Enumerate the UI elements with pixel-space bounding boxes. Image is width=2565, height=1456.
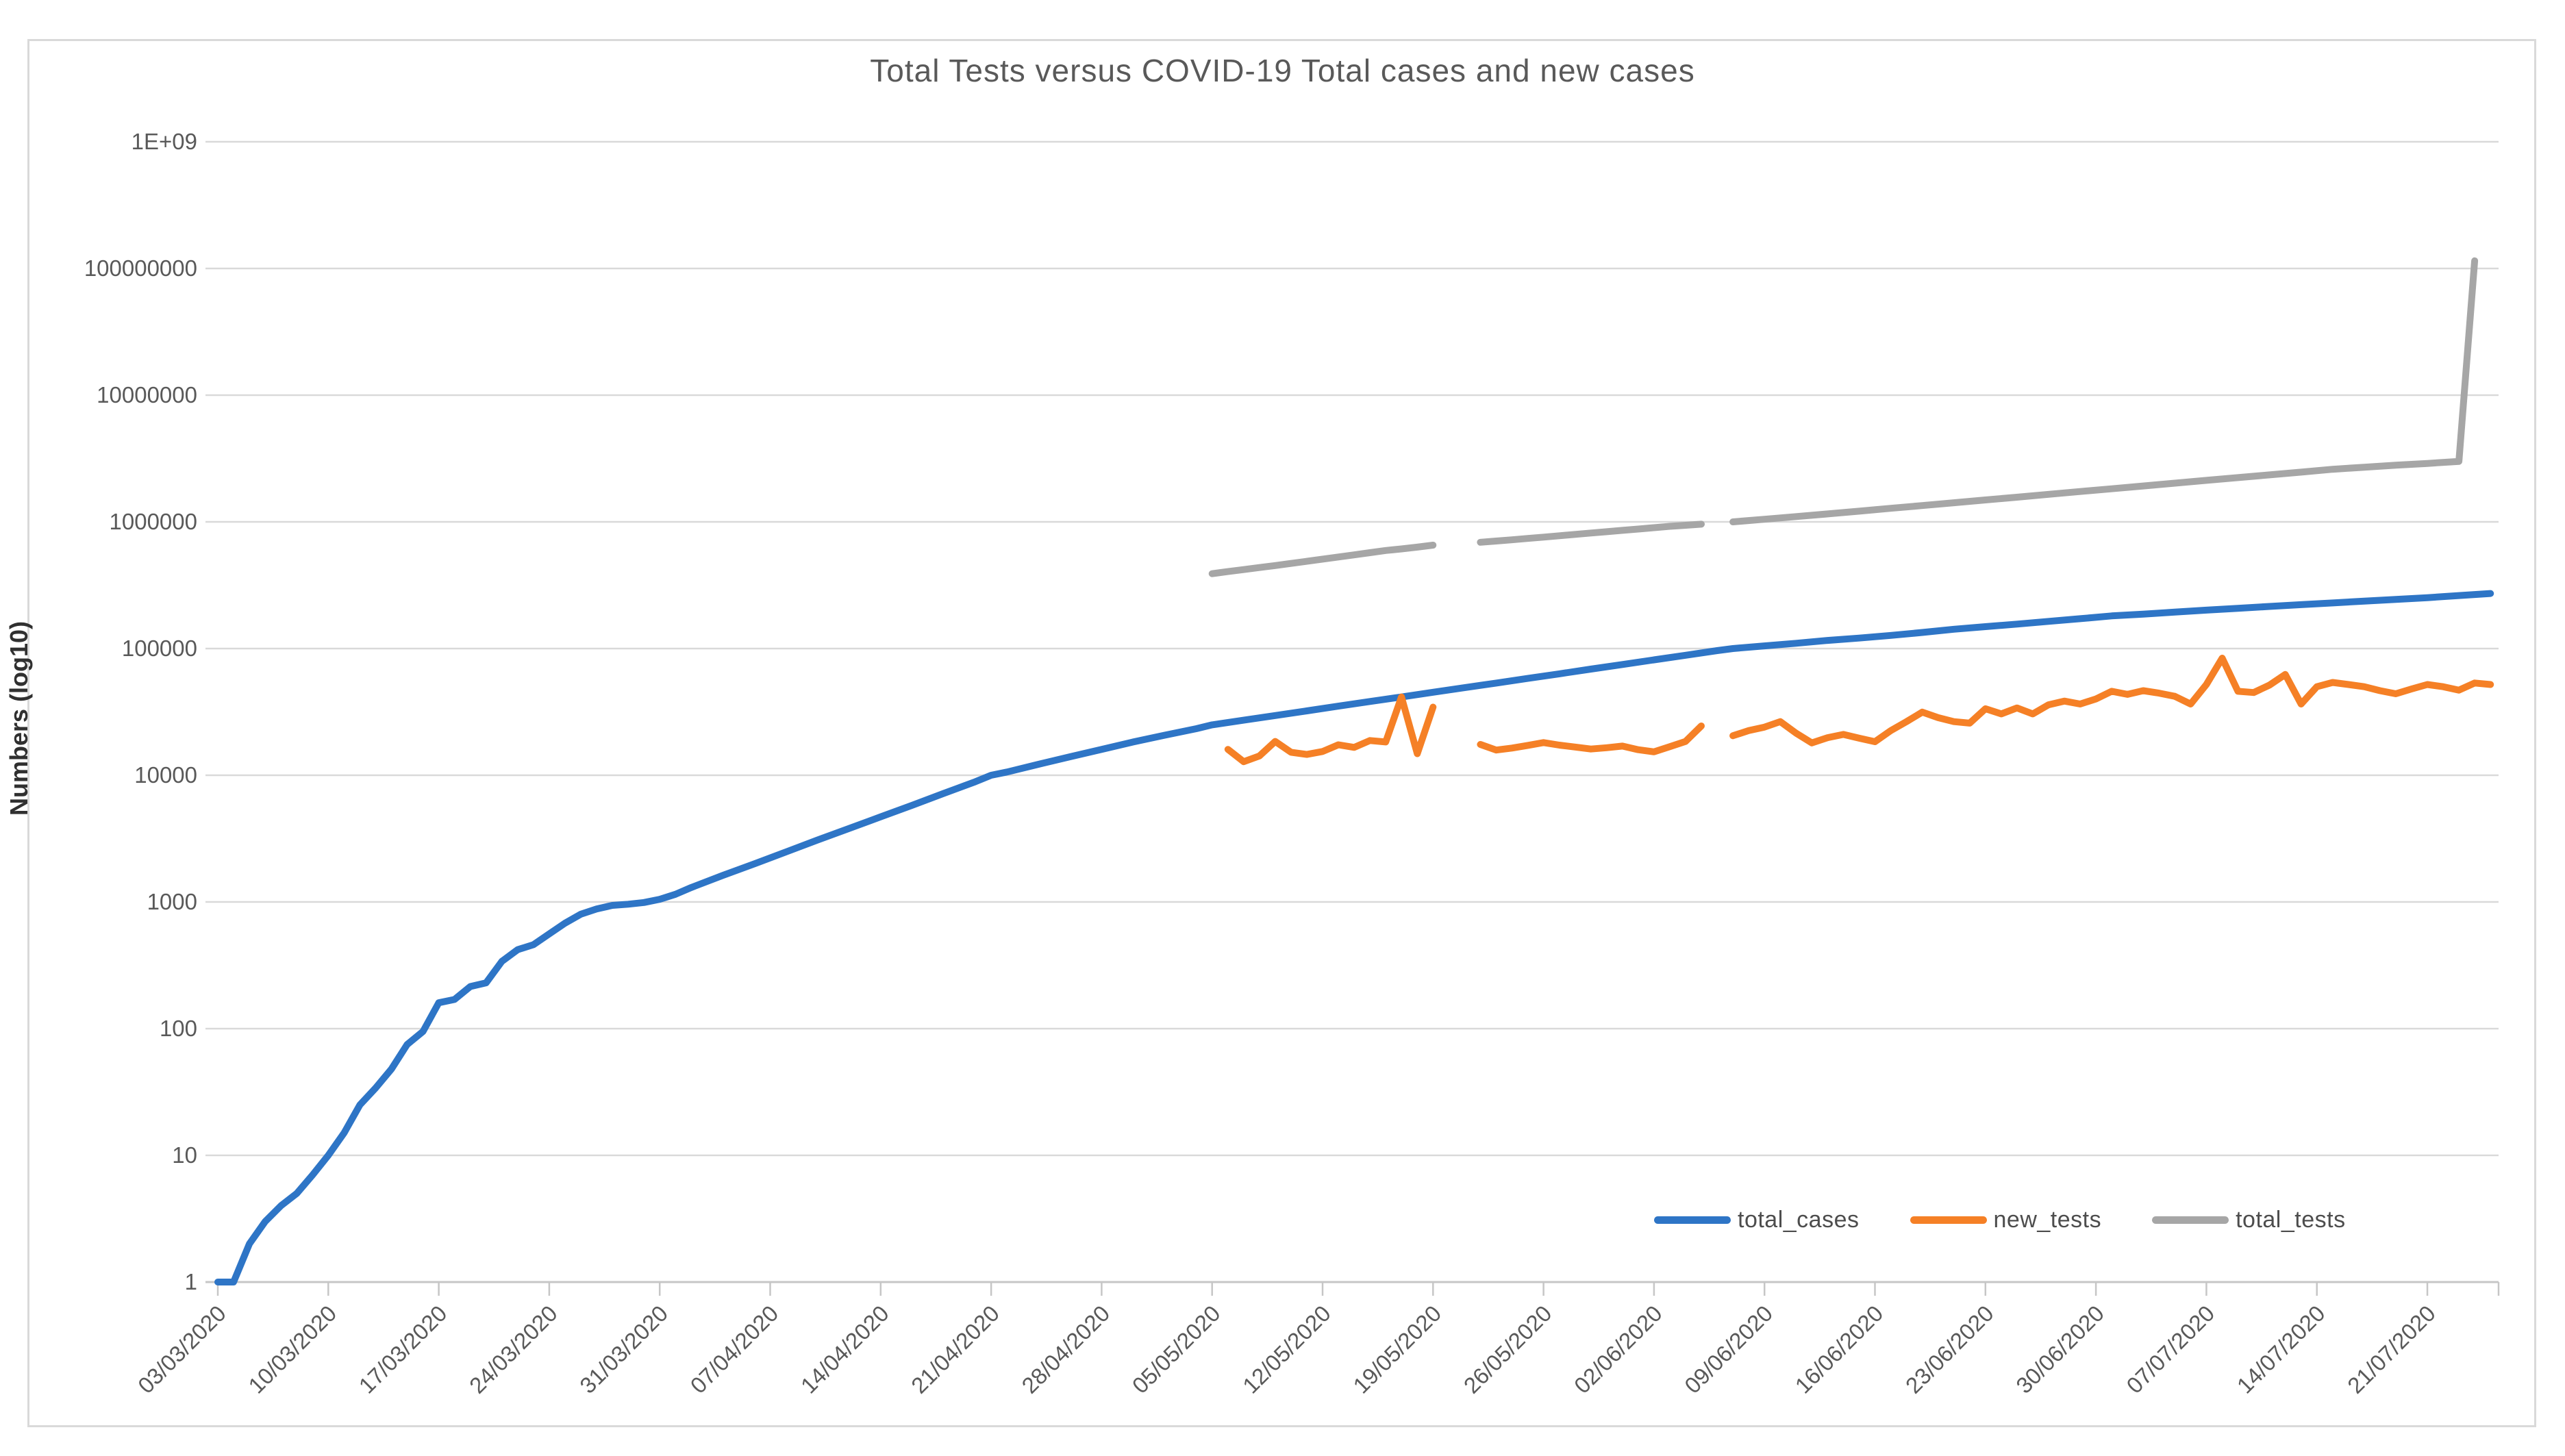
svg-text:19/05/2020: 19/05/2020 bbox=[1348, 1301, 1446, 1398]
new-tests-line-swatch-icon bbox=[1910, 1216, 1987, 1224]
svg-text:17/03/2020: 17/03/2020 bbox=[354, 1301, 452, 1398]
svg-text:05/05/2020: 05/05/2020 bbox=[1127, 1301, 1225, 1398]
svg-text:1: 1 bbox=[185, 1269, 197, 1294]
svg-text:1000000: 1000000 bbox=[110, 509, 197, 534]
legend-label: new_tests bbox=[1993, 1207, 2102, 1233]
x-axis-tick-labels: 03/03/2020 10/03/2020 17/03/2020 24/03/2020… bbox=[133, 1301, 2440, 1398]
chart-title: Total Tests versus COVID-19 Total cases … bbox=[870, 53, 1695, 88]
svg-text:1E+09: 1E+09 bbox=[132, 129, 197, 154]
series-total_tests bbox=[1208, 257, 2479, 577]
gridlines bbox=[205, 140, 2499, 1157]
svg-text:26/05/2020: 26/05/2020 bbox=[1459, 1301, 1557, 1398]
series-new_tests bbox=[1224, 655, 2494, 766]
legend-item-total-tests[interactable]: total_tests bbox=[2152, 1207, 2345, 1233]
total-tests-line-swatch-icon bbox=[2152, 1216, 2229, 1224]
chart-legend: total_cases new_tests total_tests bbox=[1654, 1207, 2346, 1233]
chart-frame bbox=[27, 39, 2536, 1427]
svg-text:03/03/2020: 03/03/2020 bbox=[133, 1301, 231, 1398]
y-axis-tick-labels: 1 10 100 1000 10000 100000 1000000 10000000 1000… bbox=[84, 129, 197, 1294]
svg-text:100: 100 bbox=[160, 1016, 197, 1041]
svg-text:16/06/2020: 16/06/2020 bbox=[1790, 1301, 1888, 1398]
svg-text:21/04/2020: 21/04/2020 bbox=[906, 1301, 1004, 1398]
svg-text:10000: 10000 bbox=[134, 762, 197, 788]
svg-text:24/03/2020: 24/03/2020 bbox=[464, 1301, 562, 1398]
svg-text:10: 10 bbox=[172, 1142, 197, 1168]
svg-text:30/06/2020: 30/06/2020 bbox=[2011, 1301, 2109, 1398]
svg-text:14/04/2020: 14/04/2020 bbox=[796, 1301, 894, 1398]
svg-text:14/07/2020: 14/07/2020 bbox=[2232, 1301, 2330, 1398]
svg-text:07/04/2020: 07/04/2020 bbox=[685, 1301, 783, 1398]
legend-label: total_cases bbox=[1738, 1207, 1860, 1233]
svg-text:31/03/2020: 31/03/2020 bbox=[575, 1301, 673, 1398]
svg-text:23/06/2020: 23/06/2020 bbox=[1901, 1301, 1999, 1398]
svg-text:10/03/2020: 10/03/2020 bbox=[243, 1301, 341, 1398]
legend-item-total-cases[interactable]: total_cases bbox=[1654, 1207, 1860, 1233]
svg-text:1000: 1000 bbox=[147, 889, 197, 914]
svg-text:21/07/2020: 21/07/2020 bbox=[2342, 1301, 2440, 1398]
svg-text:12/05/2020: 12/05/2020 bbox=[1238, 1301, 1336, 1398]
svg-text:100000: 100000 bbox=[122, 636, 197, 661]
x-axis bbox=[205, 1281, 2500, 1296]
svg-text:10000000: 10000000 bbox=[97, 382, 197, 407]
svg-text:28/04/2020: 28/04/2020 bbox=[1016, 1301, 1114, 1398]
legend-label: total_tests bbox=[2236, 1207, 2346, 1233]
svg-text:100000000: 100000000 bbox=[84, 255, 197, 281]
svg-text:02/06/2020: 02/06/2020 bbox=[1569, 1301, 1667, 1398]
series-total_cases bbox=[214, 590, 2494, 1285]
legend-item-new-tests[interactable]: new_tests bbox=[1910, 1207, 2102, 1233]
svg-text:09/06/2020: 09/06/2020 bbox=[1679, 1301, 1777, 1398]
svg-text:07/07/2020: 07/07/2020 bbox=[2121, 1301, 2219, 1398]
total-cases-line-swatch-icon bbox=[1654, 1216, 1731, 1224]
